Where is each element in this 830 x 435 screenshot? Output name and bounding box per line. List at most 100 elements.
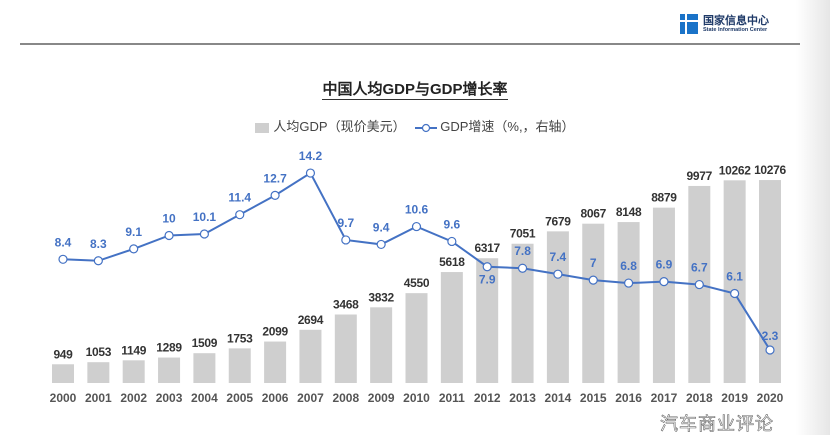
growth-point	[270, 190, 280, 200]
header-divider	[20, 43, 800, 45]
bar-data-label: 1289	[156, 341, 182, 355]
growth-point	[235, 210, 245, 220]
growth-point	[58, 254, 68, 264]
growth-data-label: 8.3	[90, 237, 107, 251]
legend: 人均GDP（现价美元） GDP增速（%,，右轴）	[0, 116, 830, 135]
logo-mark-icon	[680, 14, 698, 34]
bar	[582, 223, 605, 383]
bar-data-label: 10262	[719, 163, 751, 177]
growth-data-label: 6.7	[691, 261, 708, 275]
bar-data-label: 3832	[368, 290, 394, 304]
bar-data-label: 1149	[121, 343, 146, 357]
bar-data-label: 8148	[616, 205, 642, 219]
growth-point	[623, 278, 634, 288]
x-tick-label: 2010	[403, 391, 430, 405]
bar-data-label: 6317	[474, 241, 500, 255]
x-tick-label: 2019	[721, 391, 748, 405]
bar-data-label: 8879	[651, 191, 677, 205]
bar	[723, 180, 746, 383]
bar	[158, 357, 181, 383]
bar-data-label: 1753	[227, 331, 253, 345]
legend-swatch-bar	[255, 122, 270, 133]
x-tick-label: 2006	[262, 391, 289, 405]
growth-data-label: 9.1	[125, 225, 142, 239]
growth-point	[447, 236, 457, 247]
growth-data-label: 11.4	[228, 191, 251, 205]
growth-point	[93, 256, 103, 266]
x-tick-label: 2001	[85, 391, 112, 405]
x-tick-label: 2005	[226, 391, 253, 405]
growth-point	[411, 221, 422, 232]
bar	[87, 362, 110, 383]
growth-data-label: 9.6	[444, 217, 461, 231]
legend-label-bar: 人均GDP（现价美元）	[273, 119, 406, 134]
x-tick-label: 2012	[474, 391, 501, 405]
x-tick-label: 2011	[439, 391, 465, 405]
growth-data-label: 10	[162, 212, 176, 226]
x-tick-label: 2020	[757, 391, 784, 405]
x-tick-label: 2007	[297, 391, 324, 405]
growth-point	[588, 275, 598, 285]
growth-point	[164, 230, 174, 241]
growth-point	[341, 235, 351, 245]
growth-data-label: 6.8	[620, 259, 637, 273]
growth-data-label: 6.9	[656, 258, 673, 272]
growth-point	[730, 288, 740, 299]
x-tick-label: 2008	[332, 391, 359, 405]
growth-point	[376, 239, 386, 250]
growth-data-label: 10.1	[193, 210, 217, 224]
growth-data-label: 7.4	[550, 250, 567, 264]
bar-data-label: 8067	[581, 207, 607, 221]
bar	[264, 341, 287, 383]
growth-point	[765, 345, 775, 355]
bar	[476, 258, 499, 383]
bar-data-label: 5618	[439, 255, 465, 269]
growth-data-label: 12.7	[263, 171, 287, 185]
bar-data-label: 3468	[333, 298, 359, 312]
growth-data-label: 6.1	[726, 269, 743, 283]
x-tick-label: 2017	[651, 391, 678, 405]
logo-text-en: State Information Center	[703, 27, 768, 33]
growth-data-label: 9.7	[337, 216, 354, 230]
bar	[193, 353, 216, 383]
chart-title-wrap: 中国人均GDP与GDP增长率	[0, 78, 830, 100]
bar-data-label: 10276	[754, 163, 786, 177]
bar	[759, 180, 781, 383]
bar	[546, 231, 569, 383]
growth-data-label: 14.2	[299, 149, 323, 163]
x-tick-label: 2016	[615, 391, 642, 405]
bar-data-label: 7051	[510, 227, 536, 241]
bar-data-label: 7679	[545, 214, 571, 228]
state-information-center-logo: 国家信息中心 State Information Center	[680, 14, 769, 34]
x-tick-label: 2002	[120, 391, 147, 405]
growth-data-label: 9.4	[373, 220, 390, 234]
x-tick-label: 2009	[368, 391, 395, 405]
growth-point	[482, 262, 492, 272]
bar-data-label: 1509	[192, 336, 218, 350]
bar-data-label: 949	[53, 347, 73, 361]
bar-data-label: 1053	[86, 345, 112, 359]
bar-data-label: 2694	[298, 313, 324, 327]
bar	[228, 348, 251, 383]
growth-point	[553, 269, 563, 279]
x-tick-label: 2000	[50, 391, 77, 405]
growth-data-label: 10.6	[405, 203, 429, 217]
growth-data-label: 8.4	[55, 235, 72, 249]
bar	[440, 272, 463, 383]
bar	[334, 314, 357, 383]
legend-label-line: GDP增速（%,，右轴）	[440, 119, 575, 134]
growth-point	[129, 244, 139, 254]
growth-data-label: 7.8	[514, 244, 531, 258]
x-tick-label: 2003	[156, 391, 183, 405]
growth-data-label: 7	[590, 256, 597, 270]
x-tick-label: 2018	[686, 391, 713, 405]
legend-line-marker-icon	[415, 123, 438, 132]
bar	[52, 364, 74, 383]
growth-data-label: 7.9	[479, 273, 496, 287]
growth-point	[517, 263, 528, 273]
bar-data-label: 4550	[404, 276, 430, 290]
watermark: 汽车商业评论	[660, 414, 774, 435]
bar	[299, 329, 322, 383]
growth-point	[659, 276, 669, 287]
